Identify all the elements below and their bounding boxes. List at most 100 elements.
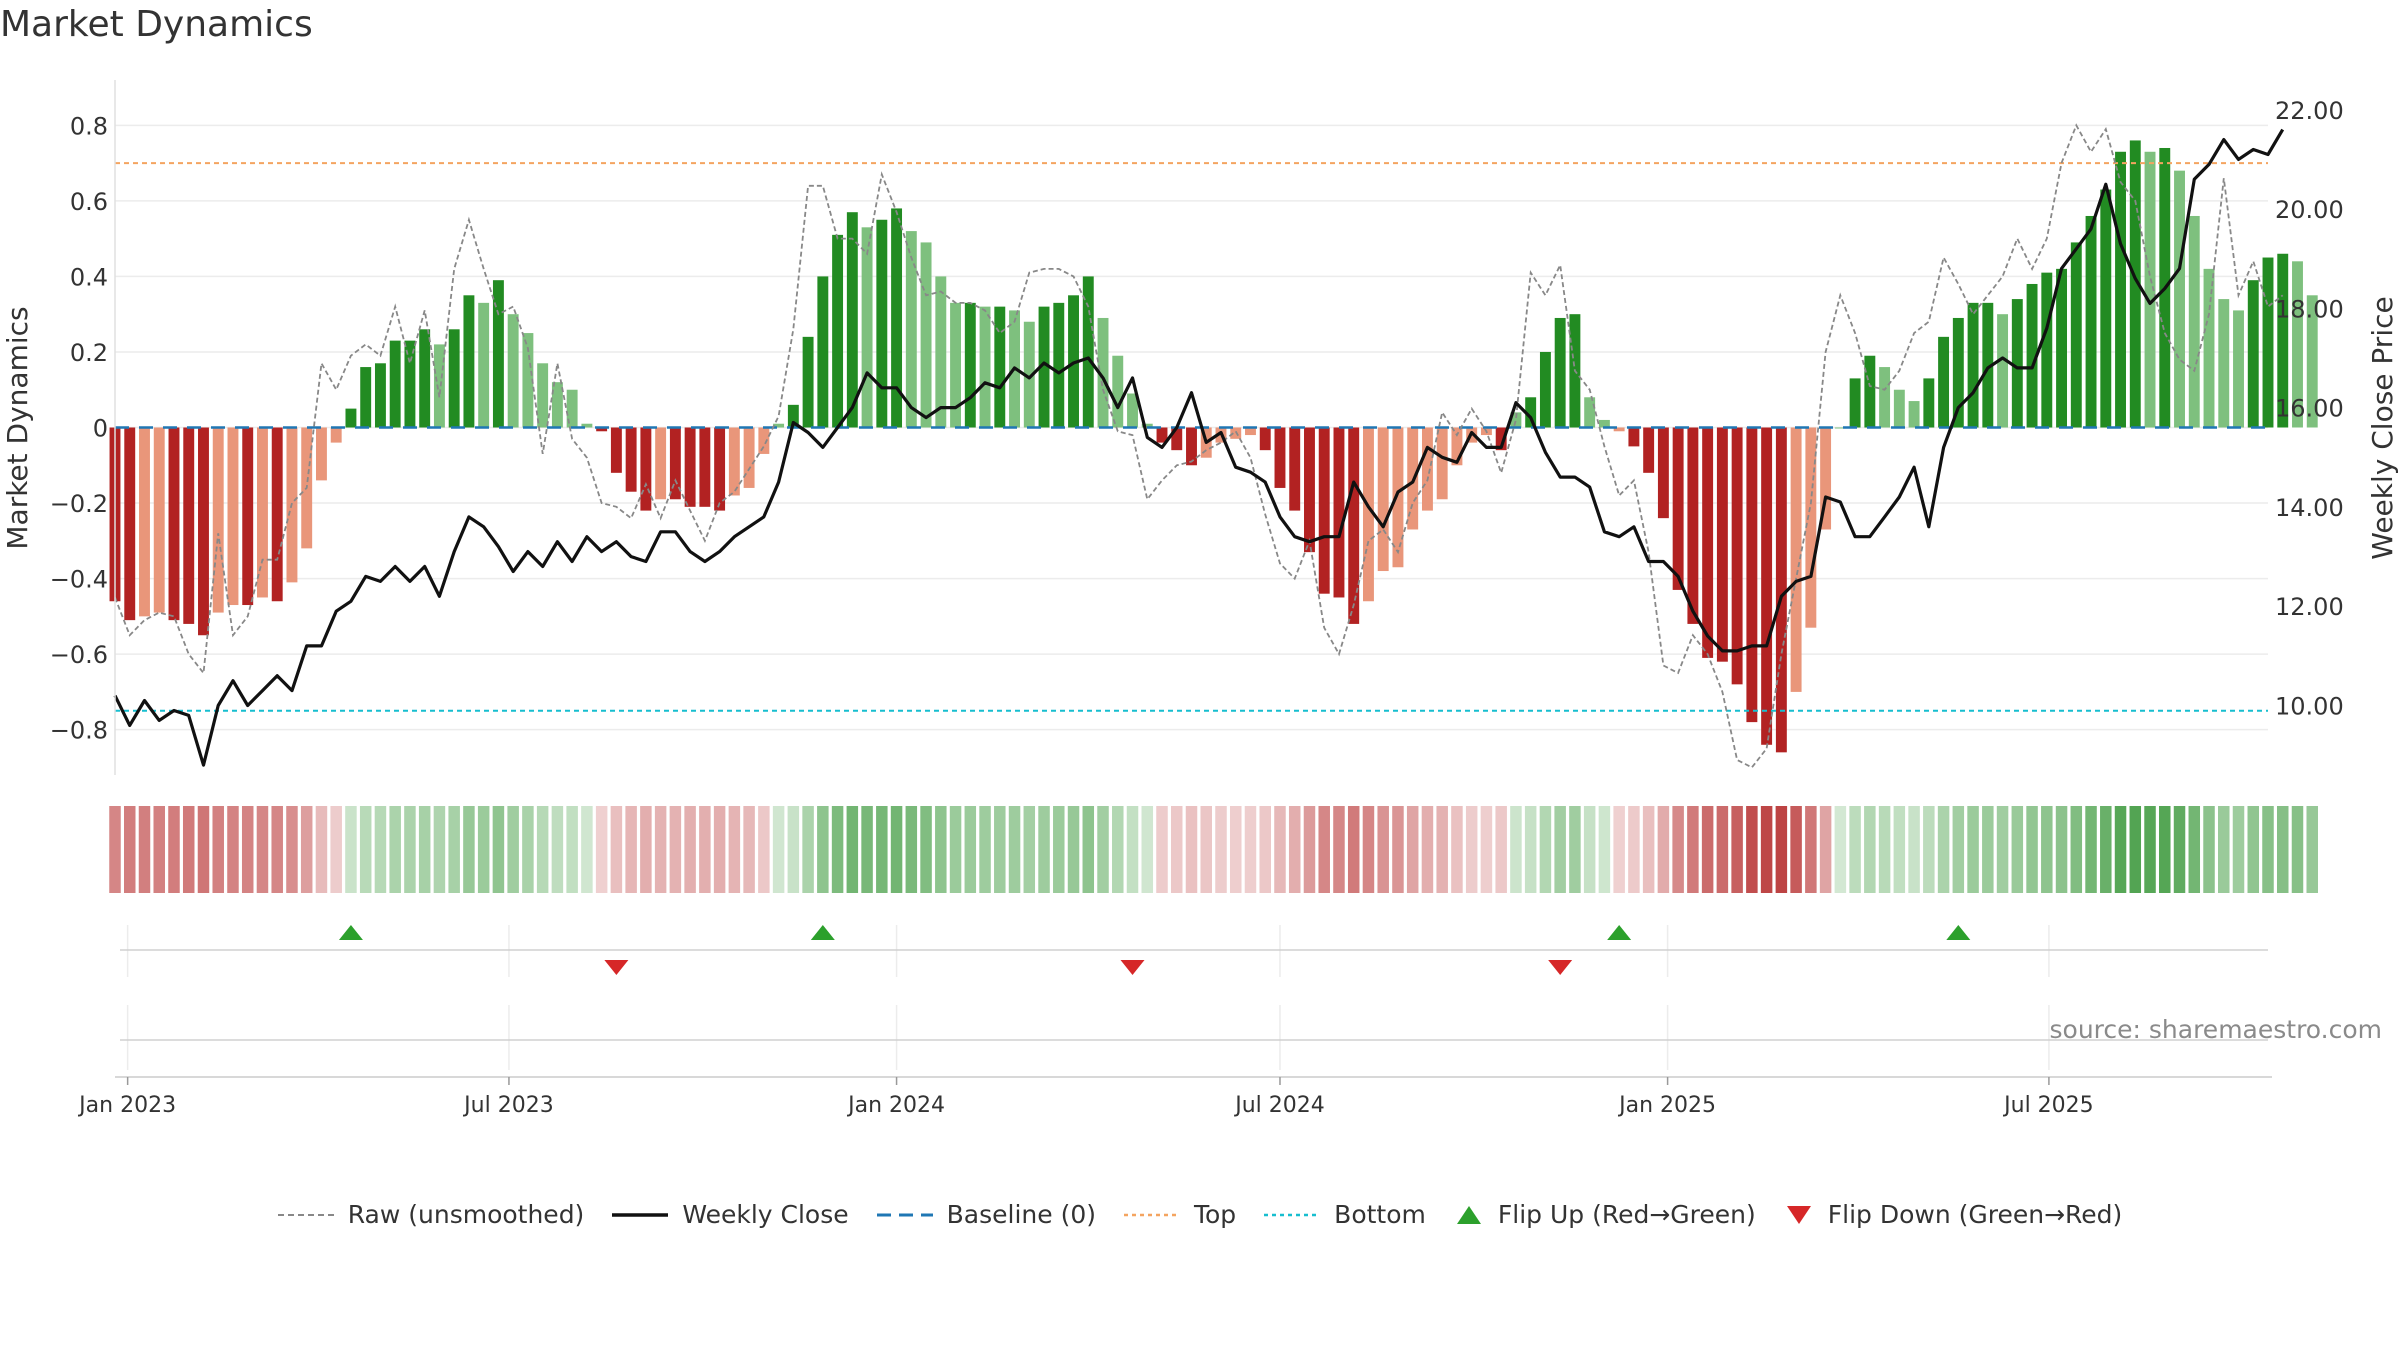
bar [537, 363, 549, 428]
bar [2115, 151, 2126, 428]
strip-cell [330, 806, 342, 893]
legend-label-top: Top [1193, 1200, 1237, 1229]
bar [330, 427, 342, 443]
strip-cell [1377, 806, 1389, 893]
bar [1392, 427, 1404, 568]
strip-cell [359, 806, 372, 893]
legend-label-raw: Raw (unsmoothed) [347, 1200, 585, 1229]
flip-down-marker [1120, 960, 1145, 975]
strip-cell [758, 806, 770, 893]
strip-cell [1937, 806, 1950, 893]
flip-up-marker [1946, 925, 1971, 940]
bar [581, 423, 593, 428]
strip-cell [890, 806, 903, 893]
strip-cell [1480, 806, 1493, 893]
flip-up-icon [1456, 1205, 1481, 1224]
strip-cell [1215, 806, 1227, 893]
bar [1112, 355, 1124, 428]
strip-cell [625, 806, 637, 893]
strip-cell [2291, 806, 2304, 893]
bar [2144, 151, 2156, 428]
strip-cell [1156, 806, 1168, 893]
y-tick-label-right: 20.00 [2275, 196, 2344, 224]
bar [2203, 268, 2215, 428]
bar [1657, 427, 1669, 519]
strip-cell [1864, 806, 1876, 893]
y-tick-label-right: 22.00 [2275, 97, 2344, 125]
strip-cell [1598, 806, 1611, 893]
bar [374, 363, 386, 428]
y-tick-label-right: 16.00 [2275, 395, 2344, 423]
bar [1333, 427, 1345, 598]
strip-cell [2159, 806, 2171, 893]
flip-markers-panel [120, 925, 2268, 1070]
bar [787, 404, 799, 428]
bar [1702, 427, 1714, 658]
strip-cell [123, 806, 136, 893]
bar [861, 227, 873, 428]
strip-cell [1259, 806, 1271, 893]
y-tick-label-right: 12.00 [2275, 593, 2344, 621]
bar [2174, 170, 2185, 428]
strip-cell [1274, 806, 1286, 893]
bar [920, 242, 932, 428]
legend-item-flip-down: Flip Down (Green→Red) [1784, 1200, 2122, 1229]
strip-cell [1952, 806, 1965, 893]
strip-cell [640, 806, 652, 893]
strip-cell [728, 806, 741, 893]
strip-cell [1775, 806, 1788, 893]
bar [1997, 314, 2009, 428]
strip-cell [536, 806, 549, 893]
y-axis-label-left: Market Dynamics [1, 306, 34, 549]
strip-cell [2188, 806, 2201, 893]
strip-cell [1628, 806, 1640, 893]
strip-cell [1053, 806, 1065, 893]
strip-cell [1996, 806, 2009, 893]
strip-cell [831, 806, 844, 893]
bar [1834, 427, 1846, 429]
bar [876, 219, 888, 428]
bar [463, 295, 475, 428]
strip-cell [2041, 806, 2053, 893]
strip-cell [1318, 806, 1330, 893]
bar [1023, 321, 1035, 428]
bar [1259, 427, 1271, 451]
bar [551, 382, 563, 428]
strip-cell [2218, 806, 2230, 893]
strip-cell [2129, 806, 2142, 893]
bar [448, 329, 460, 428]
strip-cell [1141, 806, 1154, 893]
bar [1038, 306, 1050, 428]
strip-cell [2100, 806, 2112, 893]
legend-item-baseline: Baseline (0) [876, 1200, 1096, 1229]
legend-item-flip-up: Flip Up (Red→Green) [1454, 1200, 1756, 1229]
strip-cell [1510, 806, 1522, 893]
strip-cell [935, 806, 947, 893]
bar [139, 427, 150, 617]
bar [1127, 393, 1138, 428]
strip-cell [1112, 806, 1124, 893]
bar [2262, 257, 2274, 428]
strip-cell [1524, 806, 1537, 893]
strip-cell [433, 806, 446, 893]
bar [1731, 427, 1743, 685]
x-tick-label: Jul 2023 [462, 1093, 554, 1118]
bar [227, 427, 239, 606]
strip-cell [1849, 806, 1861, 893]
strip-cell [404, 806, 416, 893]
bar [404, 340, 416, 428]
legend-item-bottom: Bottom [1264, 1200, 1426, 1229]
bar [1186, 427, 1197, 466]
strip-cell [1716, 806, 1729, 893]
bar [1672, 427, 1684, 590]
bar [566, 389, 578, 428]
y-axis-label-right: Weekly Close Price [2366, 296, 2399, 559]
bar [315, 427, 327, 481]
bar [183, 427, 195, 624]
strip-cell [1657, 806, 1670, 893]
bar [478, 302, 490, 428]
strip-cell [949, 806, 962, 893]
bar [1539, 351, 1551, 428]
strip-cell [610, 806, 623, 893]
bar [1790, 427, 1802, 692]
